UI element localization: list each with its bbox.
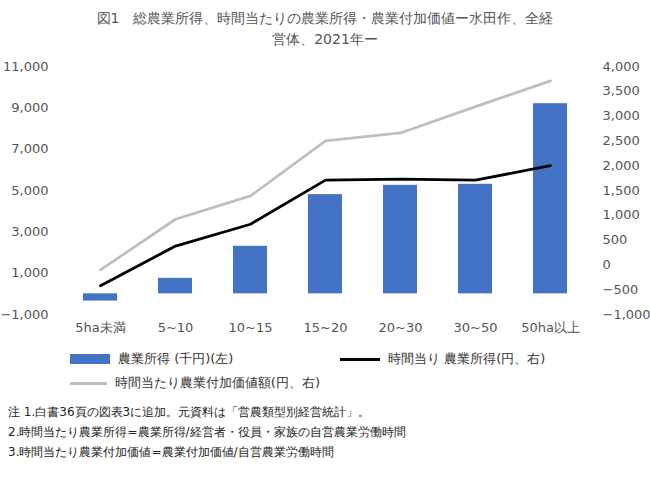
svg-text:2,000: 2,000 [603,158,640,173]
svg-text:20~30: 20~30 [379,320,423,335]
svg-text:−1,000: −1,000 [603,307,650,322]
svg-text:15~20: 15~20 [304,320,348,335]
svg-text:5,000: 5,000 [11,183,48,198]
svg-text:10~15: 10~15 [229,320,273,335]
html-text:2.時間当たり農業所得=農業所得/経営者・役員・家族の自営農: 2.時間当たり農業所得=農業所得/経営者・役員・家族の自営農業労働時間 [8,425,406,439]
html-text:図1 総農業所得、時間当たりの農業所得・農業付加価値ー水田作: 図1 総農業所得、時間当たりの農業所得・農業付加価値ー水田作、全経営体、2021… [96,10,554,47]
svg-text:4,000: 4,000 [603,59,640,74]
svg-text:1,000: 1,000 [603,207,640,222]
html-text:時間当り 農業所得(円、右): 時間当り 農業所得(円、右) [388,351,546,366]
svg-text:0: 0 [603,257,611,272]
svg-text:5~10: 5~10 [158,320,194,335]
html-text:時間当たり農業付加価値額(円、右): 時間当たり農業付加価値額(円、右) [114,375,320,390]
html-text:農業所得 (千円)(左): 農業所得 (千円)(左) [118,351,234,366]
svg-text:−500: −500 [603,282,639,297]
svg-text:7,000: 7,000 [11,141,48,156]
html-text:3.時間当たり農業付加価値=農業付加価値/自営農業労働時間: 3.時間当たり農業付加価値=農業付加価値/自営農業労働時間 [8,445,334,459]
svg-text:3,500: 3,500 [603,83,640,98]
svg-text:3,000: 3,000 [603,108,640,123]
svg-text:50ha以上: 50ha以上 [521,320,580,335]
svg-text:3,000: 3,000 [11,224,48,239]
svg-text:1,000: 1,000 [11,265,48,280]
svg-text:500: 500 [603,232,628,247]
svg-text:2,500: 2,500 [603,133,640,148]
svg-text:1,500: 1,500 [603,183,640,198]
svg-text:30~50: 30~50 [454,320,498,335]
svg-text:5ha未満: 5ha未満 [75,320,125,335]
svg-text:11,000: 11,000 [3,59,49,74]
html-text:注 1.白書36頁の図表3に追加。元資料は「営農類型別経営統: 注 1.白書36頁の図表3に追加。元資料は「営農類型別経営統計」。 [8,405,371,419]
svg-text:−1,000: −1,000 [0,307,48,322]
svg-text:9,000: 9,000 [11,100,48,115]
